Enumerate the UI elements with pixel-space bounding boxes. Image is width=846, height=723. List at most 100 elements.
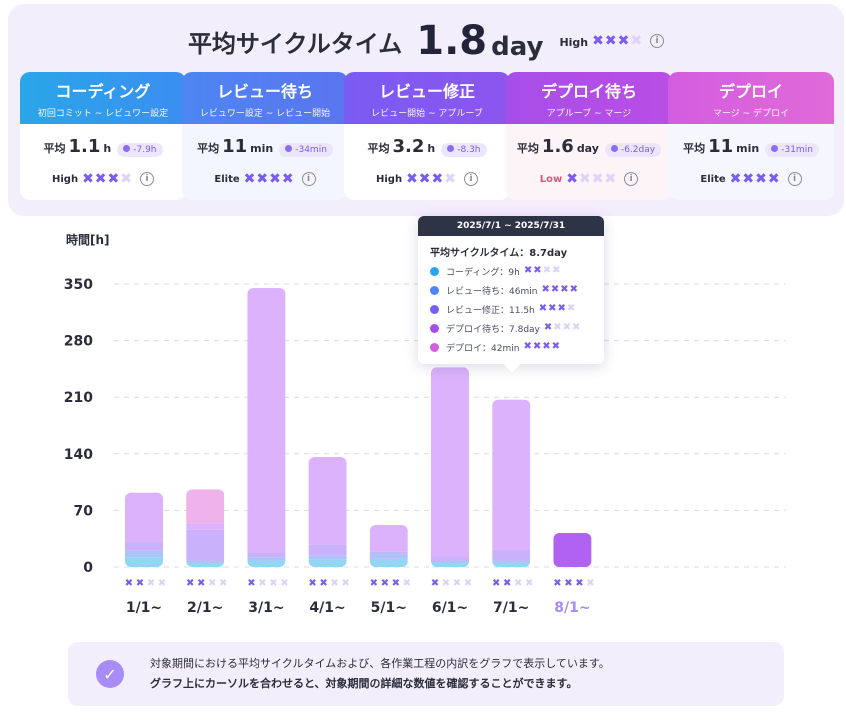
star-icon: ✖	[431, 578, 439, 589]
bar-3/1~[interactable]	[247, 288, 286, 567]
bar-segment	[431, 560, 469, 563]
bar-segment	[492, 399, 531, 550]
bar-segment	[125, 541, 163, 551]
delta-badge: -34min	[279, 143, 333, 157]
star-icon: ✖	[523, 265, 533, 276]
star-icon: ✖	[553, 322, 562, 333]
star-icon: ✖	[403, 578, 411, 589]
star-icon: ✖	[542, 341, 551, 352]
average-label: 平均	[367, 142, 390, 155]
tooltip-row-text: コーディング：9h	[446, 267, 520, 278]
info-icon[interactable]: i	[787, 172, 802, 186]
bar-2/1~[interactable]	[186, 489, 225, 567]
card-title: レビュー修正	[378, 82, 475, 101]
bar-segment	[431, 562, 469, 567]
bar-1/1~[interactable]	[125, 492, 163, 567]
card-subtitle: アプルーブ ~ マージ	[546, 109, 632, 119]
info-icon[interactable]: i	[301, 172, 316, 186]
delta-dot-icon	[123, 145, 131, 152]
average-value: 1.6	[541, 136, 574, 157]
average-label: 平均	[516, 142, 539, 155]
bar-segment	[186, 560, 225, 563]
bar-segment	[492, 560, 531, 563]
legend-dot-icon	[430, 342, 439, 352]
bar-segment	[186, 562, 225, 567]
bar-5/1~[interactable]	[369, 524, 408, 567]
bar-segment	[492, 562, 531, 567]
x-tick-label: 1/1~	[126, 600, 162, 616]
bar-7/1~[interactable]	[492, 399, 531, 567]
bar-segment	[308, 457, 347, 545]
bar-segment	[186, 489, 225, 524]
star-icon: ✖	[186, 578, 194, 589]
bar-segment	[186, 529, 225, 561]
delta-badge: -6.2day	[604, 143, 662, 157]
info-icon[interactable]: i	[464, 172, 478, 186]
bar-segment	[369, 524, 408, 552]
star-icon: ✖	[538, 303, 548, 314]
card-header: レビュー待ち レビュワー設定 ~ レビュー開始	[182, 72, 348, 124]
bar-6/1~[interactable]	[431, 367, 469, 567]
delta-badge: -7.9h	[117, 143, 163, 157]
star-icon: ✖	[551, 341, 560, 352]
star-icon: ✖	[503, 578, 511, 589]
star-icon: ✖	[319, 578, 327, 589]
star-icon: ✖	[381, 578, 389, 589]
star-icon: ✖	[158, 578, 166, 589]
legend-dot-icon	[430, 285, 439, 295]
bar-8/1~[interactable]	[553, 533, 592, 567]
tooltip-row-text: レビュー待ち：46min	[446, 286, 538, 297]
info-icon[interactable]: i	[624, 172, 639, 186]
info-icon[interactable]: i	[650, 34, 665, 48]
cycle-time-level: High	[559, 35, 589, 49]
card-header: レビュー修正 レビュー開始 ~ アプルーブ	[344, 72, 510, 124]
star-icon: ✖	[542, 265, 551, 276]
level-stars: ✖ ✖ ✖ ✖	[544, 323, 581, 333]
bar-segment	[125, 557, 163, 567]
star-icon: ✖	[281, 171, 294, 187]
y-tick-label: 70	[74, 503, 94, 519]
card-average: 平均 11 min -31min	[668, 136, 834, 162]
star-icon: ✖	[120, 171, 132, 187]
info-icon[interactable]: i	[140, 172, 154, 186]
average-value: 1.1	[68, 136, 101, 157]
card-header: コーディング 初回コミット ~ レビュワー設定	[20, 72, 186, 124]
star-icon: ✖	[525, 578, 533, 589]
average-value: 11	[708, 136, 734, 157]
star-icon: ✖	[330, 578, 338, 589]
star-icon: ✖	[553, 578, 561, 589]
bar-segment	[369, 551, 408, 555]
delta-value: -6.2day	[620, 145, 656, 155]
tooltip-row: デプロイ：42min ✖ ✖ ✖ ✖	[430, 340, 604, 354]
star-icon: ✖	[755, 171, 767, 187]
average-label: 平均	[197, 142, 220, 155]
summary-header: 平均サイクルタイム 1.8 day High ✖ ✖ ✖ ✖ i	[8, 14, 844, 68]
card-title: レビュー待ち	[216, 82, 313, 101]
bar-segment	[308, 559, 347, 567]
delta-badge: -8.3h	[441, 143, 487, 157]
cycle-time-value: 1.8	[416, 18, 488, 64]
card-average: 平均 1.6 day -6.2day	[506, 136, 672, 162]
tooltip-row: コーディング：9h ✖ ✖ ✖ ✖	[430, 264, 604, 278]
star-icon: ✖	[564, 578, 572, 589]
star-icon: ✖	[243, 171, 256, 187]
star-icon: ✖	[532, 341, 542, 352]
y-tick-label: 280	[64, 334, 93, 350]
note-text: 対象期間における平均サイクルタイムおよび、各作業工程の内訳をグラフで表示していま…	[150, 654, 610, 694]
cycle-time-unit: day	[491, 32, 544, 62]
star-icon: ✖	[591, 171, 604, 187]
level-stars: ✖ ✖ ✖ ✖	[523, 342, 560, 352]
y-tick-label: 350	[64, 277, 93, 293]
bar-4/1~[interactable]	[308, 457, 347, 567]
card-level: High ✖ ✖ ✖ ✖ i	[344, 166, 510, 192]
bar-segment	[125, 550, 163, 558]
star-icon: ✖	[280, 578, 288, 589]
star-icon: ✖	[630, 33, 643, 49]
star-icon: ✖	[406, 171, 418, 187]
star-icon: ✖	[269, 171, 281, 187]
average-label: 平均	[43, 142, 66, 155]
x-tick-label: 2/1~	[187, 600, 223, 616]
card-subtitle: 初回コミット ~ レビュワー設定	[37, 109, 169, 119]
star-icon: ✖	[604, 33, 617, 49]
